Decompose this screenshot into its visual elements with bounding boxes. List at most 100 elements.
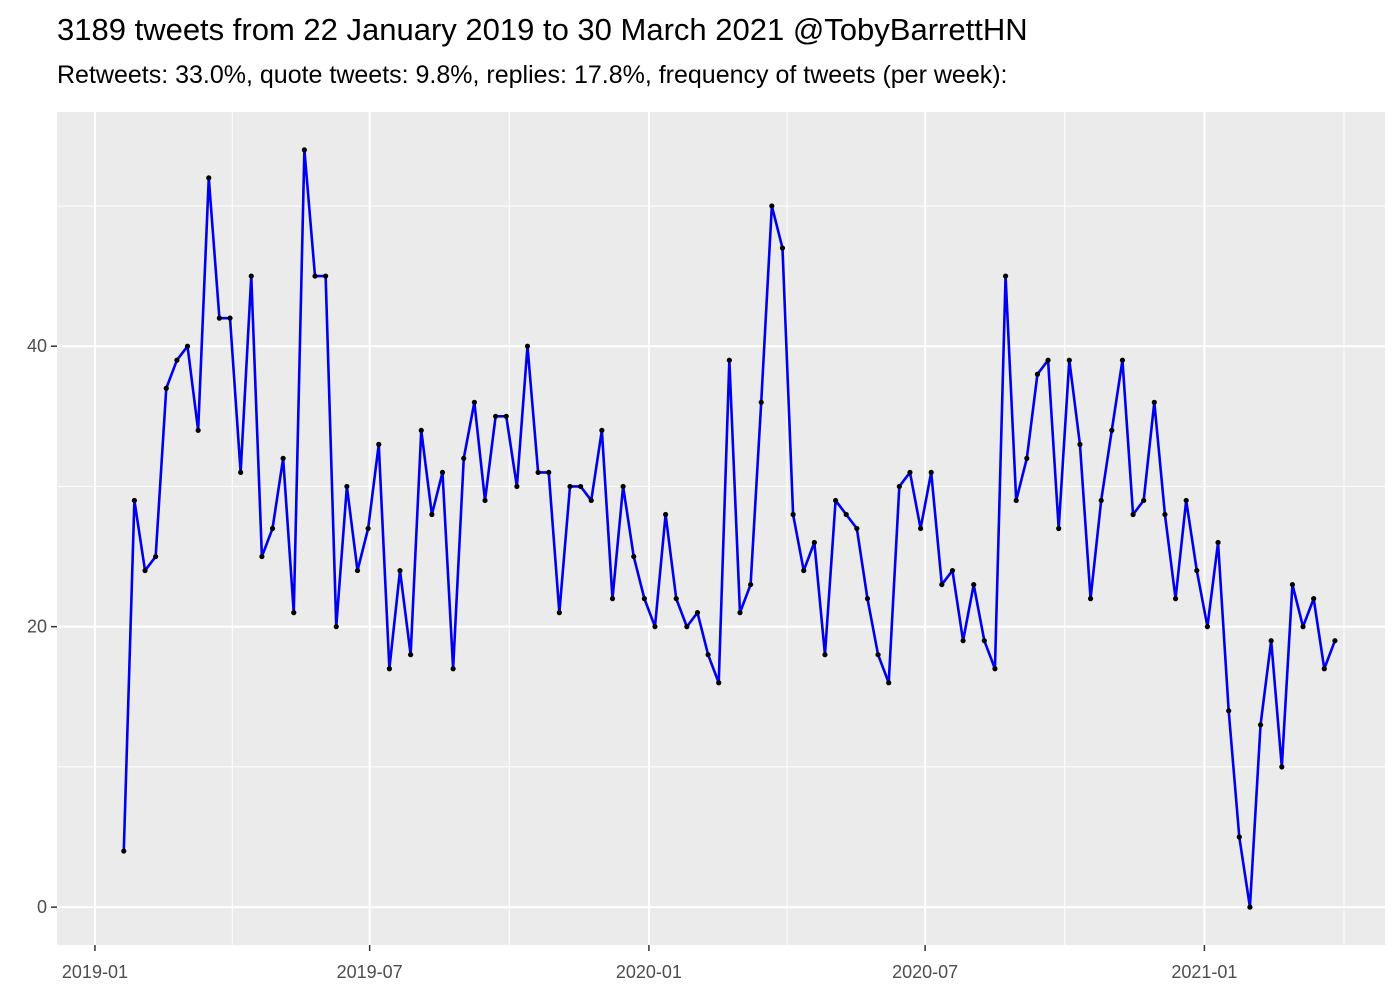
- data-point: [142, 567, 148, 574]
- plot-panel: [57, 112, 1385, 945]
- data-point: [1045, 357, 1051, 363]
- data-point: [376, 441, 382, 447]
- data-point: [1141, 497, 1147, 504]
- data-point: [1002, 273, 1009, 279]
- data-point: [131, 497, 137, 504]
- data-point: [1236, 834, 1242, 840]
- data-point: [163, 385, 169, 391]
- y-tick-label: 0: [37, 897, 47, 917]
- data-point: [854, 525, 860, 532]
- data-point: [896, 483, 902, 490]
- data-points: [121, 147, 1338, 910]
- data-point: [1311, 596, 1317, 602]
- data-point: [439, 469, 446, 476]
- axis-ticks: [51, 345, 1206, 951]
- data-point: [206, 175, 212, 181]
- data-point: [1130, 511, 1136, 518]
- x-tick-label: 2021-01: [1171, 962, 1237, 982]
- data-point: [737, 610, 743, 616]
- data-point: [269, 525, 276, 532]
- data-point: [588, 497, 594, 504]
- chart-subtitle: Retweets: 33.0%, quote tweets: 9.8%, rep…: [57, 61, 1008, 89]
- data-point: [503, 413, 509, 419]
- data-point: [620, 483, 626, 490]
- data-point: [333, 624, 339, 630]
- data-point: [939, 581, 945, 588]
- data-point: [354, 567, 361, 574]
- data-point: [864, 596, 871, 602]
- data-point: [291, 610, 297, 616]
- x-tick-label: 2020-01: [616, 962, 682, 982]
- data-point: [928, 469, 934, 476]
- chart-title: 3189 tweets from 22 January 2019 to 30 M…: [57, 12, 1028, 47]
- data-point: [875, 652, 881, 658]
- minor-grid: [57, 112, 1385, 945]
- data-point: [1204, 624, 1211, 630]
- data-point: [1268, 638, 1274, 644]
- data-point: [514, 483, 520, 490]
- data-point: [301, 147, 307, 153]
- data-point: [535, 469, 541, 476]
- data-point: [822, 652, 828, 658]
- data-point: [716, 680, 722, 686]
- data-point: [1066, 357, 1072, 363]
- data-point: [1013, 497, 1019, 504]
- data-point: [578, 483, 584, 490]
- data-point: [1162, 511, 1168, 518]
- data-point: [949, 567, 956, 574]
- data-point: [174, 357, 180, 363]
- data-point: [1183, 497, 1189, 504]
- data-point: [663, 511, 669, 518]
- data-point: [609, 596, 616, 602]
- data-point: [323, 273, 329, 279]
- data-point: [259, 553, 265, 560]
- data-point: [1332, 638, 1338, 644]
- data-point: [886, 680, 892, 686]
- data-point: [1024, 455, 1030, 461]
- data-point: [1056, 525, 1062, 532]
- data-point: [801, 567, 807, 574]
- data-point: [482, 497, 488, 504]
- data-point: [832, 497, 839, 504]
- data-point: [1321, 666, 1327, 672]
- data-point: [280, 455, 286, 461]
- data-point: [524, 343, 531, 349]
- data-point: [960, 638, 966, 644]
- tick-labels: 0 20 40 2019-01 2019-07 2020-01 2020-07 2021-01: [27, 336, 1237, 982]
- data-point: [418, 427, 424, 433]
- data-point: [641, 596, 647, 602]
- data-point: [471, 399, 477, 405]
- data-point: [386, 666, 392, 672]
- data-point: [917, 525, 924, 532]
- data-point: [1172, 596, 1179, 602]
- data-point: [248, 273, 254, 279]
- x-tick-label: 2019-01: [62, 962, 128, 982]
- data-point: [365, 525, 371, 532]
- data-point: [450, 666, 456, 672]
- data-point: [1300, 624, 1306, 630]
- data-point: [1194, 567, 1200, 574]
- data-point: [397, 567, 403, 574]
- data-point: [811, 539, 817, 546]
- data-point: [1215, 539, 1221, 546]
- data-point: [556, 610, 562, 616]
- y-tick-label: 40: [27, 336, 47, 356]
- data-point: [153, 553, 159, 560]
- data-point: [684, 624, 690, 630]
- data-point: [1109, 427, 1115, 433]
- data-point: [758, 399, 764, 405]
- data-point: [227, 315, 233, 321]
- x-tick-label: 2019-07: [337, 962, 403, 982]
- data-point: [790, 511, 796, 518]
- data-point: [546, 469, 552, 476]
- data-point: [705, 652, 711, 658]
- data-point: [567, 483, 573, 490]
- data-point: [769, 203, 775, 209]
- data-point: [1247, 904, 1253, 910]
- data-point: [1119, 357, 1126, 363]
- data-point: [493, 413, 499, 419]
- data-point: [971, 581, 977, 588]
- data-point: [907, 469, 913, 476]
- data-point: [1289, 581, 1296, 588]
